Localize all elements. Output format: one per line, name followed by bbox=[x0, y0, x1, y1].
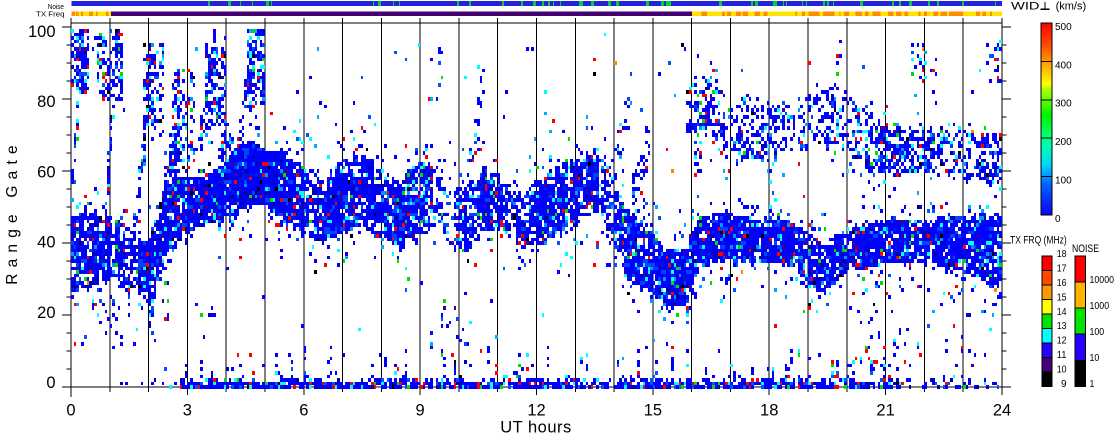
svg-text:WID: WID bbox=[1011, 1, 1040, 13]
svg-text:17: 17 bbox=[1057, 263, 1067, 274]
svg-text:200: 200 bbox=[1055, 137, 1072, 148]
svg-text:40: 40 bbox=[37, 234, 55, 252]
svg-text:100: 100 bbox=[1055, 176, 1072, 187]
svg-text:9: 9 bbox=[1061, 379, 1067, 390]
svg-text:0: 0 bbox=[1055, 214, 1061, 225]
svg-text:13: 13 bbox=[1057, 321, 1067, 332]
svg-text:20: 20 bbox=[37, 304, 55, 322]
svg-text:6: 6 bbox=[299, 402, 308, 420]
svg-text:300: 300 bbox=[1055, 99, 1072, 110]
svg-text:14: 14 bbox=[1057, 307, 1067, 318]
svg-text:10000: 10000 bbox=[1090, 275, 1115, 286]
svg-text:12: 12 bbox=[1057, 336, 1067, 347]
svg-text:10: 10 bbox=[1057, 365, 1067, 376]
svg-text:Range Gate: Range Gate bbox=[4, 139, 21, 285]
svg-text:24: 24 bbox=[993, 402, 1011, 420]
svg-text:0: 0 bbox=[66, 402, 75, 420]
svg-text:TX FRQ (MHz): TX FRQ (MHz) bbox=[1010, 235, 1067, 247]
svg-text:10: 10 bbox=[1090, 353, 1100, 364]
svg-text:15: 15 bbox=[644, 402, 662, 420]
svg-text:15: 15 bbox=[1057, 292, 1067, 303]
svg-text:400: 400 bbox=[1055, 60, 1072, 71]
svg-text:(km/s): (km/s) bbox=[1056, 1, 1087, 13]
svg-text:60: 60 bbox=[37, 163, 55, 181]
svg-text:3: 3 bbox=[183, 402, 192, 420]
svg-text:100: 100 bbox=[1090, 327, 1105, 338]
svg-text:18: 18 bbox=[1057, 249, 1067, 260]
svg-text:1000: 1000 bbox=[1090, 301, 1110, 312]
svg-text:21: 21 bbox=[876, 402, 894, 420]
svg-text:500: 500 bbox=[1055, 22, 1072, 33]
svg-text:12: 12 bbox=[527, 402, 545, 420]
svg-text:11: 11 bbox=[1057, 350, 1067, 361]
svg-text:TX Freq: TX Freq bbox=[36, 9, 65, 18]
svg-text:80: 80 bbox=[37, 93, 55, 111]
svg-text:100: 100 bbox=[28, 23, 56, 41]
svg-text:0: 0 bbox=[46, 374, 55, 392]
svg-text:Noise: Noise bbox=[48, 2, 64, 11]
svg-text:18: 18 bbox=[760, 402, 778, 420]
svg-text:9: 9 bbox=[416, 402, 425, 420]
svg-text:16: 16 bbox=[1057, 278, 1067, 289]
svg-text:1: 1 bbox=[1090, 379, 1095, 390]
svg-text:NOISE: NOISE bbox=[1072, 243, 1099, 255]
svg-text:UT hours: UT hours bbox=[500, 419, 572, 435]
